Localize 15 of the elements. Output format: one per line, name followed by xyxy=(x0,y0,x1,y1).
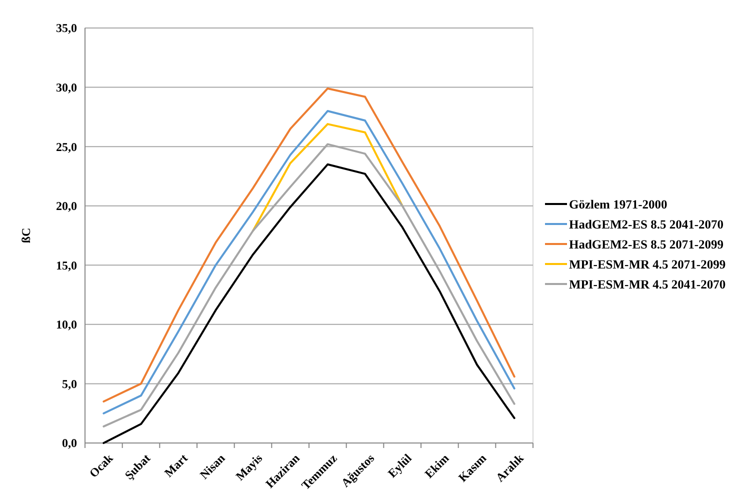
y-tick-label: 25,0 xyxy=(56,140,77,154)
y-tick-label: 0,0 xyxy=(62,436,77,450)
y-tick-label: 10,0 xyxy=(56,318,77,332)
y-axis-title: ßC xyxy=(19,228,33,244)
y-tick-label: 20,0 xyxy=(56,199,77,214)
y-tick-label: 15,0 xyxy=(56,258,77,272)
line-series xyxy=(252,123,404,232)
legend-label: MPI-ESM-MR 4.5 2071-2099 xyxy=(569,257,726,272)
y-tick-label: 5,0 xyxy=(62,376,77,391)
legend-label: MPI-ESM-MR 4.5 2041-2070 xyxy=(569,277,726,292)
legend-label: HadGEM2-ES 8.5 2071-2099 xyxy=(569,237,724,252)
y-tick-label: 30,0 xyxy=(56,80,77,94)
y-tick-label: 35,0 xyxy=(56,21,77,36)
legend-label: HadGEM2-ES 8.5 2041-2070 xyxy=(569,217,724,232)
legend-label: Gözlem 1971-2000 xyxy=(569,197,668,212)
